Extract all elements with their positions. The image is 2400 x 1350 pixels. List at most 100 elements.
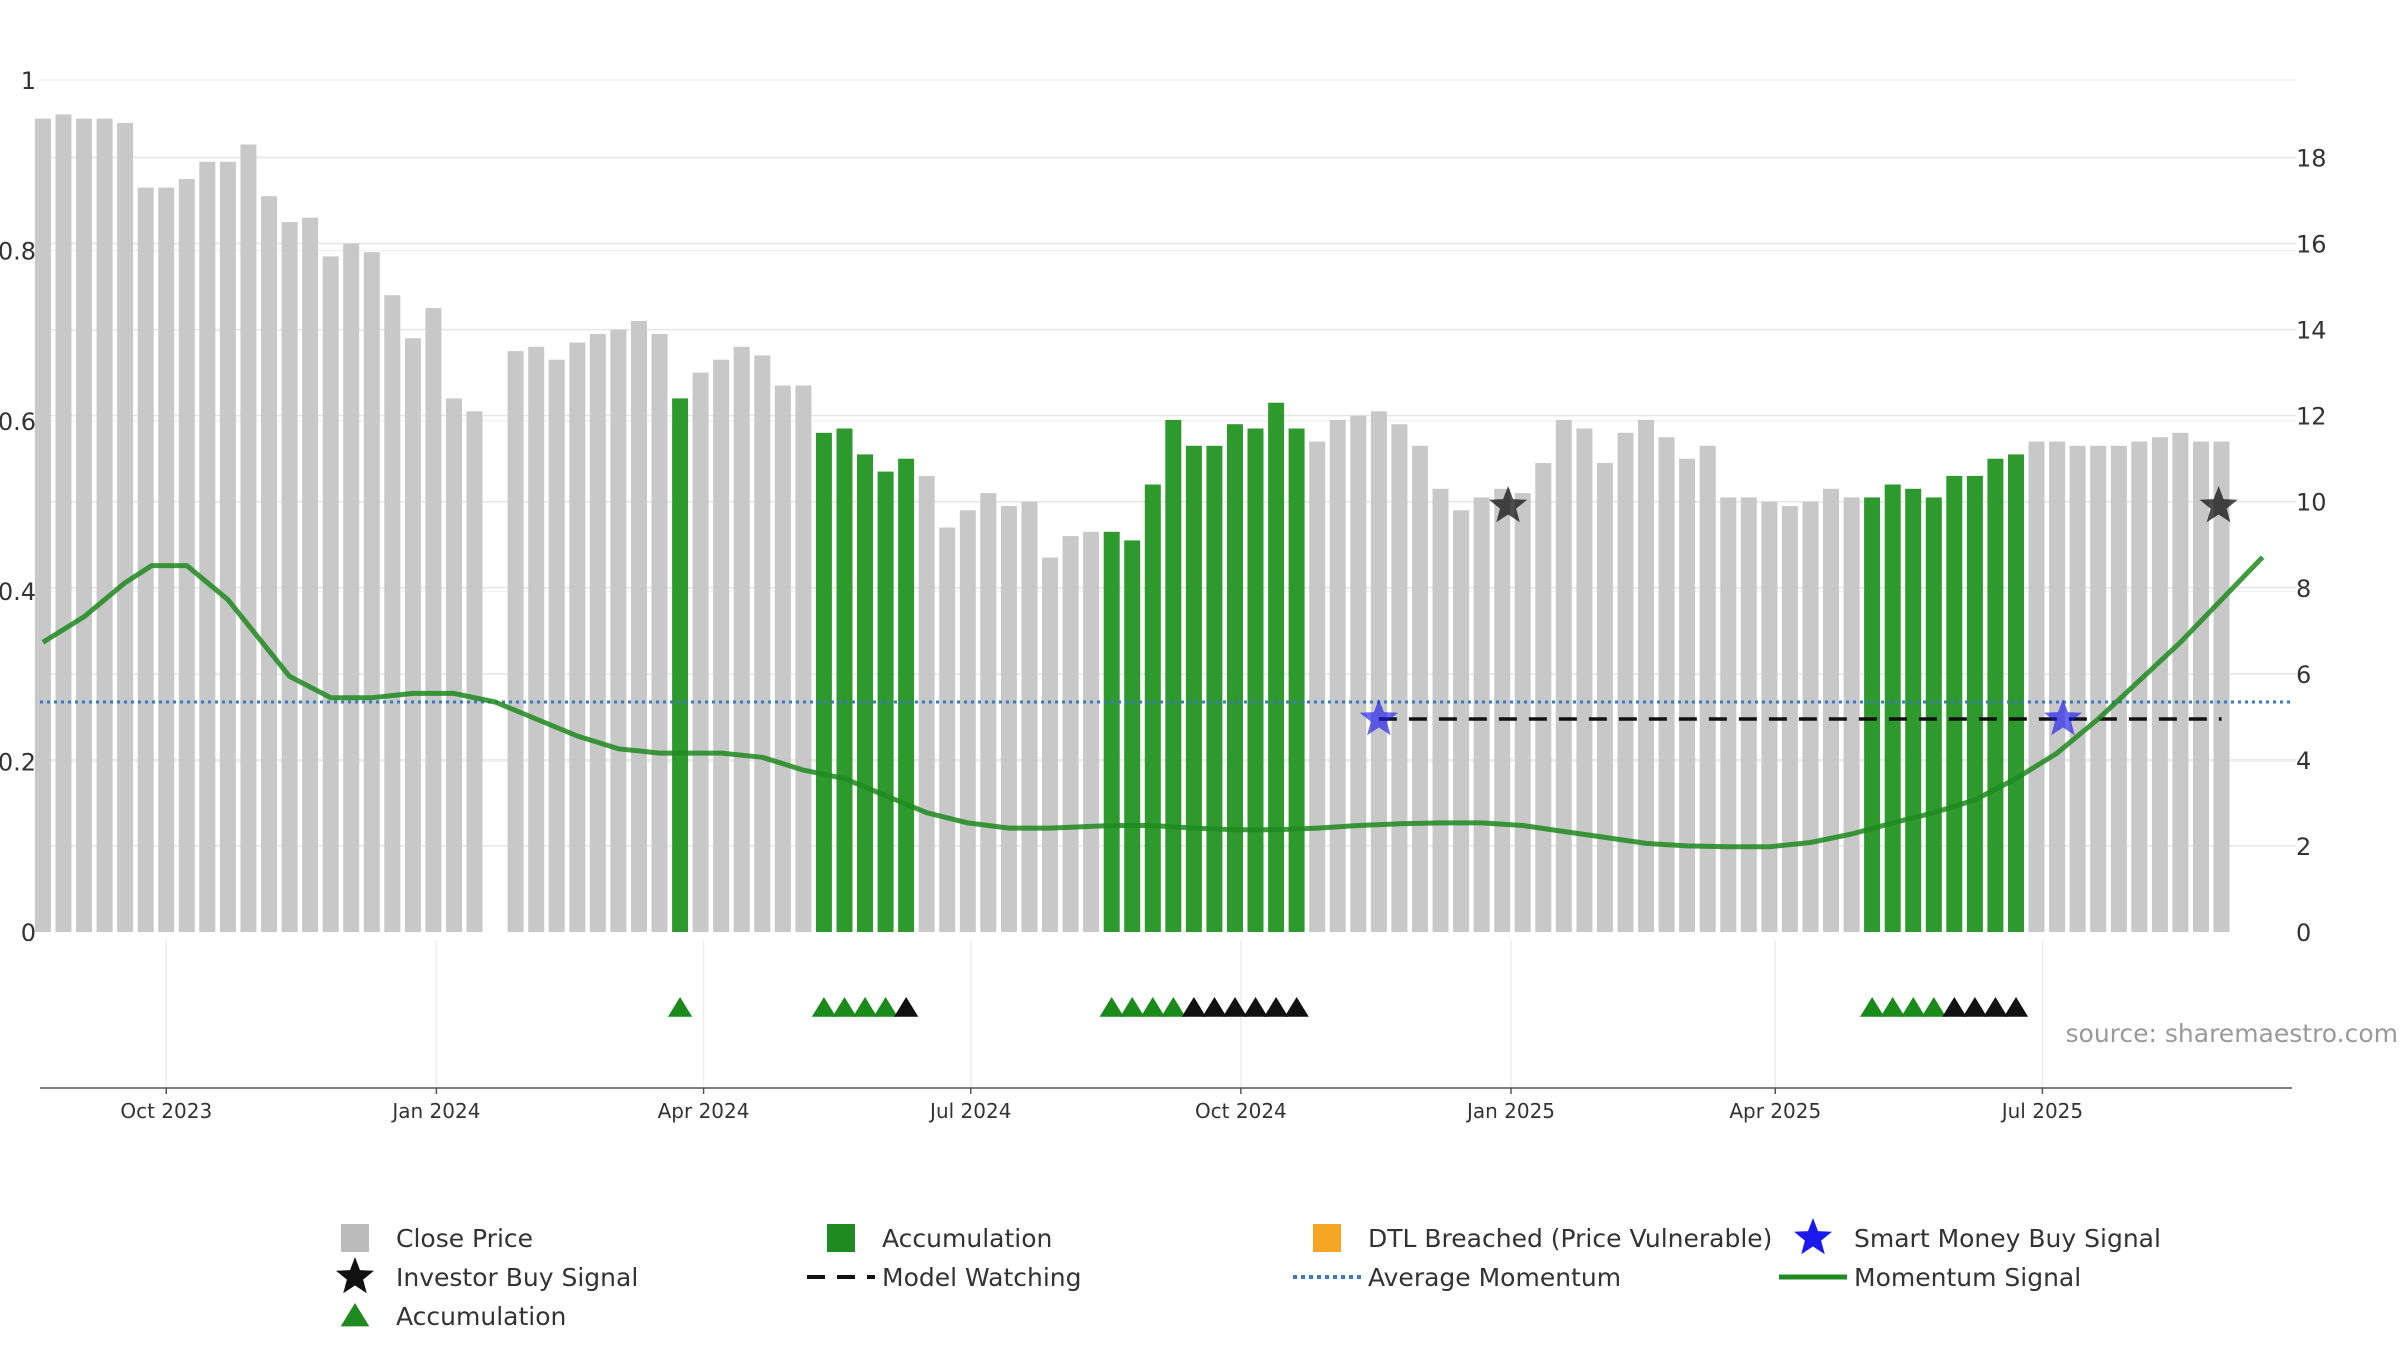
close-price-bar xyxy=(548,359,565,932)
accumulation-triangle-icon xyxy=(852,997,878,1017)
close-price-bar xyxy=(2110,445,2127,932)
left-y-tick-label: 0.2 xyxy=(0,749,36,777)
legend-label: Accumulation xyxy=(882,1224,1052,1253)
close-price-bar xyxy=(219,161,236,933)
legend-item: Accumulation xyxy=(340,1302,566,1331)
close-price-bar xyxy=(96,118,113,932)
accumulation-bar xyxy=(1884,484,1901,932)
legend-item: DTL Breached (Price Vulnerable) xyxy=(1313,1224,1772,1253)
distribution-triangle-icon xyxy=(1243,997,1268,1017)
accumulation-triangle-icon xyxy=(1140,997,1165,1017)
x-tick-label: Oct 2024 xyxy=(1195,1099,1287,1123)
close-price-bar xyxy=(918,475,935,932)
right-y-tick-label: 10 xyxy=(2296,489,2327,517)
close-price-bar xyxy=(1453,510,1470,932)
accumulation-triangle-icon xyxy=(832,997,857,1017)
smart-money-star-icon xyxy=(1359,699,1398,736)
close-price-bar xyxy=(343,243,360,932)
accumulation-bar xyxy=(857,454,873,932)
close-price-bar xyxy=(1781,506,1798,932)
legend-label: Accumulation xyxy=(396,1302,566,1331)
axes: Oct 2023 Jan 2024 Apr 2024 Jul 2024 Oct 2024… xyxy=(0,67,2327,1123)
close-price-bar xyxy=(1309,441,1326,932)
right-y-tick-label: 0 xyxy=(2296,919,2311,947)
close-price-bar xyxy=(1329,419,1346,932)
accumulation-bar xyxy=(1905,488,1922,932)
accumulation-bar xyxy=(1247,428,1264,932)
legend: Close Price Accumulation DTL Breached (Pri… xyxy=(336,1218,2161,1331)
close-price-bar xyxy=(240,144,257,932)
accumulation-bar xyxy=(1288,428,1305,932)
close-price-bar xyxy=(1432,488,1449,932)
close-price-bar xyxy=(1823,488,1839,932)
close-price-bar xyxy=(713,359,730,932)
close-price-bar xyxy=(466,411,483,932)
close-price-bar xyxy=(959,510,976,932)
legend-label: Smart Money Buy Signal xyxy=(1854,1224,2161,1253)
left-y-tick-label: 0 xyxy=(21,919,36,947)
close-price-bar xyxy=(1494,488,1511,932)
x-tick-label: Jan 2025 xyxy=(1465,1099,1555,1123)
x-tick-label: Jul 2025 xyxy=(2000,1099,2083,1123)
right-y-tick-label: 2 xyxy=(2296,833,2311,861)
close-price-bar xyxy=(2069,445,2086,932)
accumulation-bar xyxy=(877,471,894,932)
legend-item: Momentum Signal xyxy=(1779,1263,2081,1292)
close-price-bar xyxy=(302,217,319,932)
legend-label: Model Watching xyxy=(882,1263,1082,1292)
distribution-triangle-icon xyxy=(1222,997,1248,1017)
accumulation-triangle-icon xyxy=(1120,997,1145,1017)
investor-buy-star-icon xyxy=(2199,486,2238,523)
close-price-bar xyxy=(1617,432,1634,932)
close-price-bar xyxy=(795,385,812,932)
close-price-bar xyxy=(1000,506,1017,932)
right-y-tick-label: 18 xyxy=(2296,144,2327,172)
distribution-triangle-icon xyxy=(1181,997,1206,1017)
legend-label: Investor Buy Signal xyxy=(396,1263,638,1292)
triangle-icon xyxy=(340,1303,370,1327)
close-price-bar xyxy=(589,333,606,932)
right-y-tick-label: 4 xyxy=(2296,747,2311,775)
close-price-bar xyxy=(1391,424,1408,932)
close-price-bar xyxy=(1473,497,1490,932)
distribution-triangle-icon xyxy=(1264,997,1289,1017)
close-price-bar xyxy=(733,346,750,932)
x-tick-label: Oct 2023 xyxy=(120,1099,212,1123)
close-price-bar xyxy=(980,493,997,932)
accumulation-bar xyxy=(1966,475,1983,932)
legend-label: Momentum Signal xyxy=(1854,1263,2081,1292)
close-price-bar xyxy=(1761,501,1778,932)
close-price-bar xyxy=(1596,463,1613,932)
legend-item: Accumulation xyxy=(827,1224,1052,1253)
close-price-bar xyxy=(692,372,709,933)
close-price-bar xyxy=(610,329,627,933)
accumulation-bar xyxy=(1987,458,2004,932)
close-price-bar xyxy=(528,346,545,932)
close-price-bar xyxy=(1576,428,1593,932)
close-price-bar xyxy=(1062,536,1079,932)
close-price-bar xyxy=(631,321,647,932)
close-price-bar xyxy=(1350,415,1367,933)
close-price-bar xyxy=(1535,463,1552,932)
accumulation-bar xyxy=(1946,475,1963,932)
close-price-bar xyxy=(2028,441,2045,932)
investor-buy-star-icon xyxy=(1489,486,1528,523)
close-price-bar xyxy=(1555,419,1572,932)
distribution-triangle-icon xyxy=(1983,997,2008,1017)
close-price-bar xyxy=(1679,458,1696,932)
accumulation-triangle-icon xyxy=(667,997,693,1017)
close-price-bar xyxy=(2193,441,2209,932)
close-price-bar xyxy=(651,333,668,932)
accumulation-triangle-icon xyxy=(1161,997,1186,1017)
close-price-bar xyxy=(2090,445,2107,932)
accumulation-bar xyxy=(898,458,915,932)
close-price-bar xyxy=(178,179,195,932)
accumulation-bar xyxy=(1227,424,1243,932)
signal-lines xyxy=(40,555,2292,850)
accumulation-triangle-icon xyxy=(1860,997,1885,1017)
source-label: source: sharemaestro.com xyxy=(2066,1019,2399,1048)
right-y-tick-label: 6 xyxy=(2296,661,2311,689)
close-price-bar xyxy=(2213,441,2230,932)
close-price-bar xyxy=(199,161,216,933)
